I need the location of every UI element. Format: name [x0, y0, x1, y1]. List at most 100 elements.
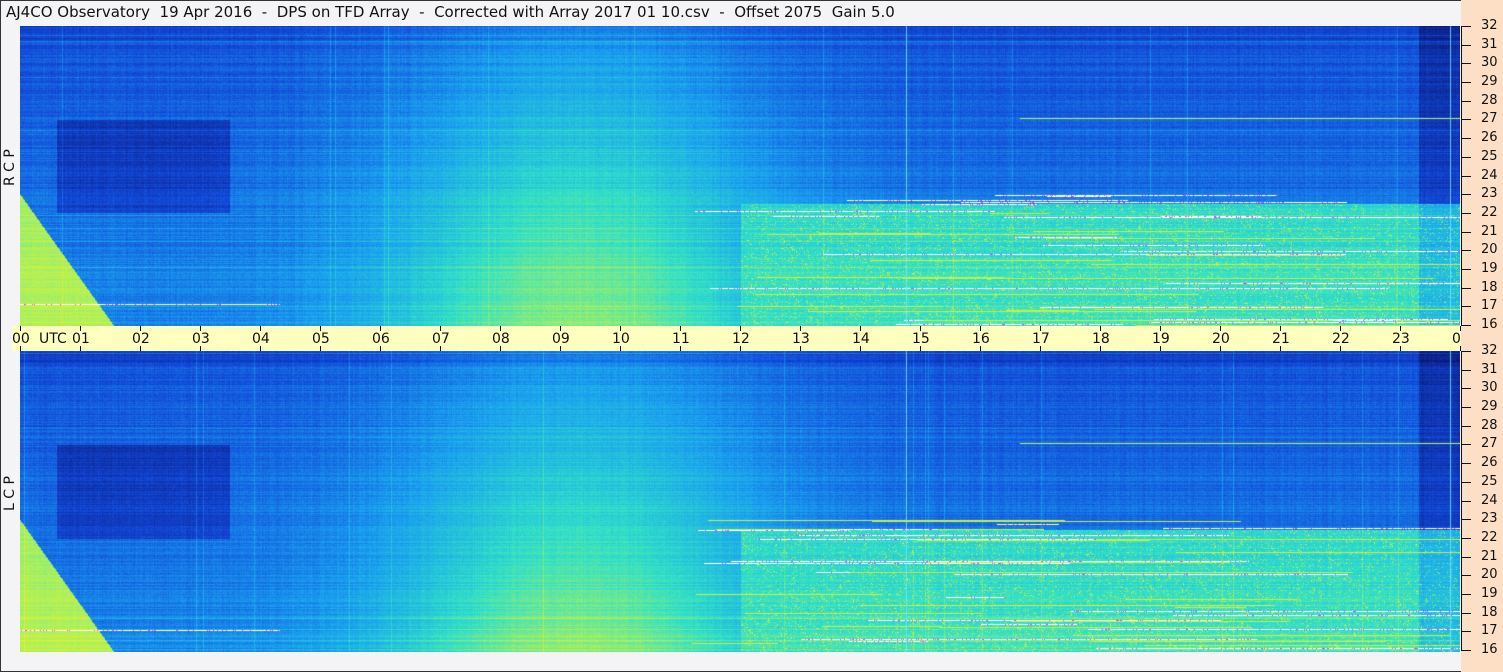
frequency-tick: [1461, 157, 1471, 158]
frequency-tick: [1461, 501, 1471, 502]
frequency-tick-label: 25: [1481, 474, 1498, 489]
frequency-tick: [1461, 575, 1471, 576]
time-tick: [1040, 326, 1041, 331]
time-tick: [500, 346, 501, 351]
frequency-tick-label: 22: [1481, 530, 1498, 545]
time-tick: [740, 326, 741, 331]
time-tick: [1340, 326, 1341, 331]
time-tick-label: 22: [1332, 331, 1350, 347]
frequency-tick-label: 28: [1481, 93, 1498, 108]
time-tick: [980, 346, 981, 351]
frequency-tick: [1461, 288, 1471, 289]
time-tick-label: 19: [1152, 331, 1170, 347]
frequency-tick-label: 18: [1481, 280, 1498, 295]
spectrogram-lcp-canvas: [20, 351, 1460, 652]
frequency-tick: [1461, 388, 1471, 389]
time-tick: [80, 326, 81, 331]
frequency-tick-label: 23: [1481, 186, 1498, 201]
time-tick: [200, 326, 201, 331]
time-tick-label: 05: [312, 331, 330, 347]
time-tick: [680, 346, 681, 351]
frequency-tick: [1461, 351, 1471, 352]
time-tick: [1160, 346, 1161, 351]
time-tick-label: 01: [72, 331, 90, 347]
time-tick: [800, 346, 801, 351]
frequency-tick: [1461, 482, 1471, 483]
time-tick: [1040, 346, 1041, 351]
frequency-tick: [1461, 613, 1471, 614]
time-tick: [920, 326, 921, 331]
frequency-tick: [1461, 101, 1471, 102]
time-tick: [620, 326, 621, 331]
time-tick: [860, 346, 861, 351]
frequency-tick-label: 19: [1481, 261, 1498, 276]
frequency-tick: [1461, 594, 1471, 595]
time-tick: [860, 326, 861, 331]
frequency-tick: [1461, 631, 1471, 632]
frequency-tick-label: 31: [1481, 37, 1498, 52]
time-tick-label: 21: [1272, 331, 1290, 347]
time-tick: [440, 346, 441, 351]
frequency-tick-label: 17: [1481, 623, 1498, 638]
time-tick: [920, 346, 921, 351]
time-tick: [1460, 346, 1461, 351]
time-tick: [740, 346, 741, 351]
frequency-axis: 32 31 30 29 28 27 26 25 24 23 22 21 20 19 18 17 16 32 31 30…: [1461, 0, 1503, 672]
time-tick: [1280, 326, 1281, 331]
frequency-tick: [1461, 407, 1471, 408]
time-tick: [1340, 346, 1341, 351]
time-tick-label: 14: [852, 331, 870, 347]
frequency-tick: [1461, 194, 1471, 195]
frequency-tick-label: 26: [1481, 455, 1498, 470]
frequency-tick-label: 16: [1481, 642, 1498, 657]
time-tick: [560, 346, 561, 351]
time-tick: [1460, 326, 1461, 331]
panel-label-rcp: R C P: [2, 149, 18, 186]
time-tick: [80, 346, 81, 351]
time-tick: [380, 346, 381, 351]
frequency-tick-label: 24: [1481, 168, 1498, 183]
time-axis: 00 01 02 03 04 05 06 07 08 09 10 11 12 13 14 15 16 17 18 19…: [12, 326, 1499, 351]
time-tick-label: 07: [432, 331, 450, 347]
frequency-tick-label: 30: [1481, 380, 1498, 395]
time-tick: [1100, 326, 1101, 331]
frequency-tick: [1461, 650, 1471, 651]
time-tick: [500, 326, 501, 331]
time-tick-label: 23: [1392, 331, 1410, 347]
frequency-tick: [1461, 519, 1471, 520]
time-tick: [1100, 346, 1101, 351]
time-tick-label: 16: [972, 331, 990, 347]
frequency-tick: [1461, 557, 1471, 558]
time-tick-label: 04: [252, 331, 270, 347]
frequency-tick-label: 22: [1481, 205, 1498, 220]
time-tick: [980, 326, 981, 331]
time-tick-label: 03: [192, 331, 210, 347]
time-tick: [320, 326, 321, 331]
chart-title: AJ4CO Observatory 19 Apr 2016 - DPS on T…: [6, 3, 895, 21]
frequency-tick-label: 17: [1481, 298, 1498, 313]
frequency-tick: [1461, 444, 1471, 445]
frequency-tick-label: 30: [1481, 55, 1498, 70]
time-tick-label: 11: [672, 331, 690, 347]
frequency-tick: [1461, 538, 1471, 539]
time-tick-label: 06: [372, 331, 390, 347]
frequency-tick-label: 32: [1481, 18, 1498, 33]
frequency-tick-label: 24: [1481, 493, 1498, 508]
frequency-tick-label: 21: [1481, 549, 1498, 564]
frequency-tick: [1461, 213, 1471, 214]
frequency-tick: [1461, 426, 1471, 427]
time-tick: [1220, 346, 1221, 351]
time-tick-label: 12: [732, 331, 750, 347]
time-tick: [1160, 326, 1161, 331]
frequency-tick-label: 21: [1481, 224, 1498, 239]
frequency-tick: [1461, 63, 1471, 64]
time-tick: [320, 346, 321, 351]
time-tick-label: 02: [132, 331, 150, 347]
frequency-tick-label: 25: [1481, 149, 1498, 164]
time-tick-label: 15: [912, 331, 930, 347]
panel-label-lcp: L C P: [2, 476, 18, 511]
time-tick-label: 13: [792, 331, 810, 347]
frequency-tick-label: 31: [1481, 362, 1498, 377]
time-tick: [200, 346, 201, 351]
time-tick: [260, 346, 261, 351]
